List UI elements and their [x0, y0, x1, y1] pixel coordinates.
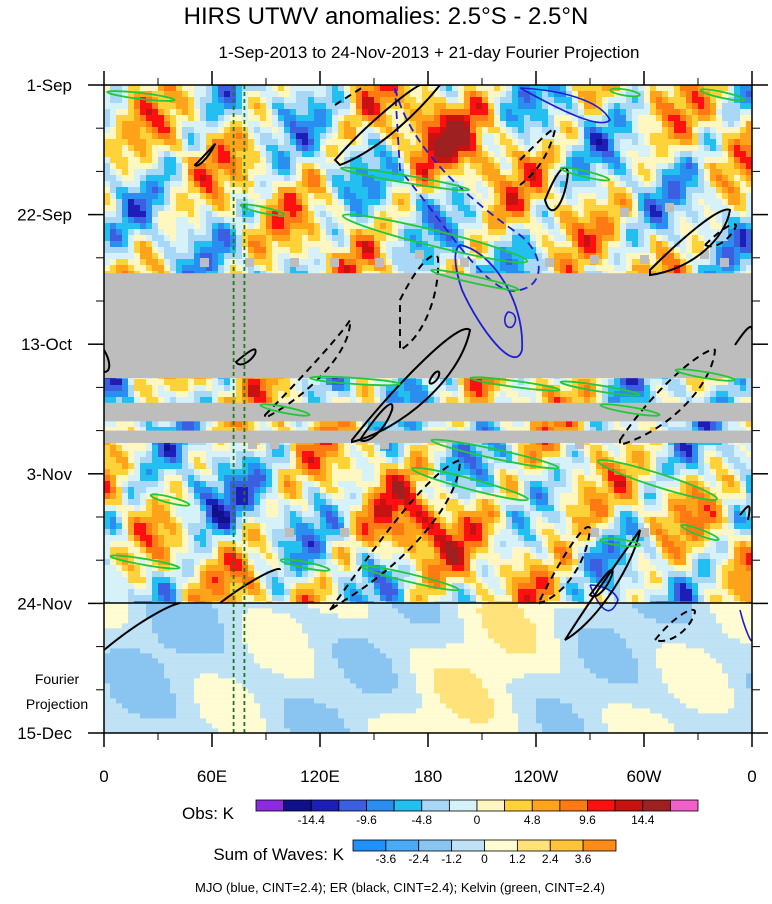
- colorbar-swatch: [452, 840, 485, 851]
- colorbar-tick-label: 0: [481, 852, 488, 866]
- legend-note: MJO (blue, CINT=2.4); ER (black, CINT=2.…: [195, 880, 605, 895]
- colorbar-swatch: [339, 800, 367, 811]
- colorbar-swatch: [670, 800, 698, 811]
- fourier-label-line1: Fourier: [35, 671, 80, 687]
- colorbar-tick-label: 4.8: [524, 813, 541, 827]
- colorbar-tick-label: -1.2: [441, 852, 462, 866]
- colorbar-swatch: [532, 800, 560, 811]
- colorbar-tick-label: 9.6: [579, 813, 596, 827]
- colorbar-tick-label: 3.6: [575, 852, 592, 866]
- colorbar-swatch: [394, 800, 422, 811]
- colorbar-swatch: [477, 800, 505, 811]
- waves-colorbar-label: Sum of Waves: K: [213, 845, 344, 864]
- colorbar-swatch: [583, 840, 616, 851]
- chart-subtitle: 1-Sep-2013 to 24-Nov-2013 + 21-day Fouri…: [219, 43, 640, 62]
- y-tick-label: 15-Dec: [17, 724, 72, 743]
- colorbar-swatch: [588, 800, 616, 811]
- obs-colorbar-label: Obs: K: [182, 804, 235, 823]
- colorbar-swatch: [615, 800, 643, 811]
- waves-colorbar: -3.6 -2.4 -1.2 0 1.2 2.4 3.6: [353, 840, 616, 866]
- colorbar-tick-label: 0: [474, 813, 481, 827]
- y-tick-label: 22-Sep: [17, 206, 72, 225]
- colorbar-swatch: [485, 840, 518, 851]
- colorbar-tick-label: -2.4: [408, 852, 429, 866]
- x-tick-label: 120W: [514, 767, 558, 786]
- colorbar-swatch: [505, 800, 533, 811]
- x-tick-label: 0: [99, 767, 108, 786]
- colorbar-swatch: [422, 800, 450, 811]
- x-tick-label: 180: [414, 767, 442, 786]
- colorbar-tick-label: -4.8: [411, 813, 432, 827]
- colorbar-swatch: [550, 840, 583, 851]
- colorbar-tick-label: 1.2: [509, 852, 526, 866]
- colorbar-swatch: [353, 840, 386, 851]
- obs-colorbar: -14.4 -9.6 -4.8 0 4.8 9.6 14.4: [256, 800, 698, 827]
- x-tick-label: 120E: [300, 767, 340, 786]
- y-tick-label: 3-Nov: [27, 465, 73, 484]
- colorbar-swatch: [284, 800, 312, 811]
- x-tick-label: 60E: [197, 767, 227, 786]
- colorbar-swatch: [449, 800, 477, 811]
- x-tick-label: 0: [747, 767, 756, 786]
- y-tick-label: 13-Oct: [21, 335, 72, 354]
- colorbar-swatch: [311, 800, 339, 811]
- missing-band-2: [104, 431, 752, 443]
- colorbar-tick-label: -9.6: [356, 813, 377, 827]
- colorbar-swatch: [419, 840, 452, 851]
- x-tick-label: 60W: [627, 767, 662, 786]
- colorbar-tick-label: 2.4: [542, 852, 559, 866]
- y-tick-label: 1-Sep: [27, 76, 72, 95]
- colorbar-tick-label: -14.4: [298, 813, 326, 827]
- colorbar-tick-label: -3.6: [376, 852, 397, 866]
- missing-band-0: [104, 273, 752, 378]
- chart-title: HIRS UTWV anomalies: 2.5°S - 2.5°N: [184, 3, 589, 30]
- colorbar-swatch: [517, 840, 550, 851]
- y-tick-label: 24-Nov: [17, 594, 72, 613]
- colorbar-swatch: [256, 800, 284, 811]
- colorbar-swatch: [560, 800, 588, 811]
- colorbar-swatch: [643, 800, 671, 811]
- colorbar-tick-label: 14.4: [631, 813, 655, 827]
- fourier-label-line2: Projection: [26, 696, 88, 712]
- colorbar-swatch: [386, 840, 419, 851]
- fourier-projection-field: [104, 603, 753, 734]
- colorbar-swatch: [367, 800, 395, 811]
